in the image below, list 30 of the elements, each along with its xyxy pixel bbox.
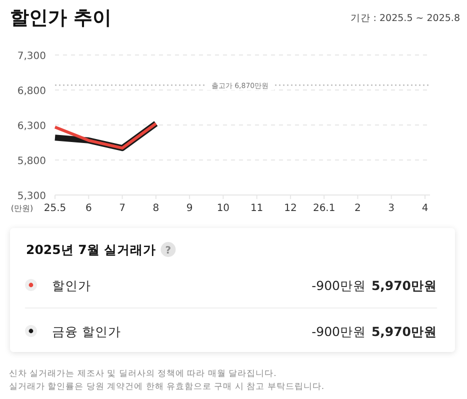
text: 5,970만원 (371, 278, 437, 293)
text: -900만원 (312, 324, 366, 339)
chart-subtitle: 기간 : 2025.5 ~ 2025.8 (350, 13, 460, 24)
y-tick-label: 7,300 (17, 51, 46, 62)
x-tick-label: 25.5 (44, 203, 66, 214)
text: ? (165, 246, 172, 256)
chart-title: 할인가 추이 (10, 7, 112, 29)
legend-label: 금융 할인가 (52, 324, 121, 339)
legend-label: 할인가 (52, 278, 91, 293)
x-tick-label: 4 (422, 203, 428, 214)
text: -900만원 (312, 278, 366, 293)
y-tick-label: 5,800 (17, 156, 46, 167)
x-tick-label: 3 (388, 203, 395, 214)
x-tick-label: 8 (152, 203, 160, 214)
x-tick-label: 9 (186, 203, 193, 214)
x-tick-label: 2 (354, 203, 361, 214)
x-tick-label: 6 (85, 203, 92, 214)
y-axis-title: (만원) (10, 204, 34, 213)
y-tick-label: 6,300 (17, 121, 46, 132)
text: 신차 실거래가는 제조사 및 딜러사의 정책에 따라 매월 달라집니다. (9, 369, 276, 379)
text: 5,970만원 (371, 324, 437, 339)
x-tick-label: 26.1 (312, 203, 336, 214)
y-tick-label: 6,800 (17, 86, 46, 97)
x-tick-label: 11 (250, 203, 264, 214)
text: 2025년 7월 실거래가 (26, 242, 156, 257)
x-tick-label: 7 (119, 203, 126, 214)
y-tick-label: 5,300 (17, 191, 46, 202)
text: 실거래가 할인률은 당원 계약건에 한해 유효함으로 구매 시 참고 부탁드립니다. (9, 382, 324, 392)
x-tick-label: 12 (284, 203, 297, 214)
x-tick-label: 10 (216, 203, 230, 214)
